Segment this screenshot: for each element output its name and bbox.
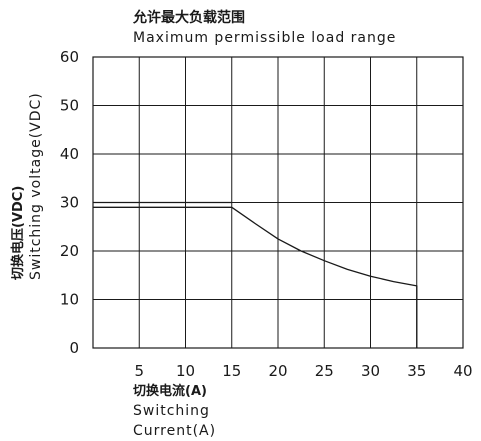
y-tick-label-4: 40	[60, 145, 79, 163]
chart-title-en: Maximum permissible load range	[133, 30, 396, 46]
x-tick-label-3: 20	[268, 362, 287, 380]
x-axis-label-en-line2: Current(A)	[133, 423, 216, 439]
x-tick-label-7: 40	[453, 362, 472, 380]
y-tick-label-5: 50	[60, 97, 79, 115]
y-axis-label-en: Switching voltage(VDC)	[28, 92, 44, 280]
grid	[92, 56, 464, 349]
x-tick-labels: 5 10 15 20 25 30 35 40	[134, 362, 472, 380]
x-tick-label-6: 35	[407, 362, 426, 380]
x-tick-label-1: 10	[176, 362, 195, 380]
x-tick-label-5: 30	[361, 362, 380, 380]
y-tick-label-2: 20	[60, 242, 79, 260]
x-tick-label-4: 25	[315, 362, 334, 380]
y-tick-label-1: 10	[60, 291, 79, 309]
x-axis-label-en-line1: Switching	[133, 403, 210, 419]
y-tick-label-6: 60	[60, 48, 79, 66]
y-tick-label-3: 30	[60, 194, 79, 212]
y-tick-label-0: 0	[69, 339, 79, 357]
x-tick-label-0: 5	[134, 362, 144, 380]
series-line-0	[93, 206, 418, 348]
chart-title-cn: 允许最大负载范围	[132, 9, 245, 26]
x-axis-label-cn: 切换电流(A)	[133, 383, 207, 399]
y-axis-label-cn: 切换电压(VDC)	[10, 186, 26, 280]
series-lines	[93, 201, 418, 348]
y-tick-labels: 0 10 20 30 40 50 60	[60, 48, 79, 357]
x-tick-label-2: 15	[222, 362, 241, 380]
